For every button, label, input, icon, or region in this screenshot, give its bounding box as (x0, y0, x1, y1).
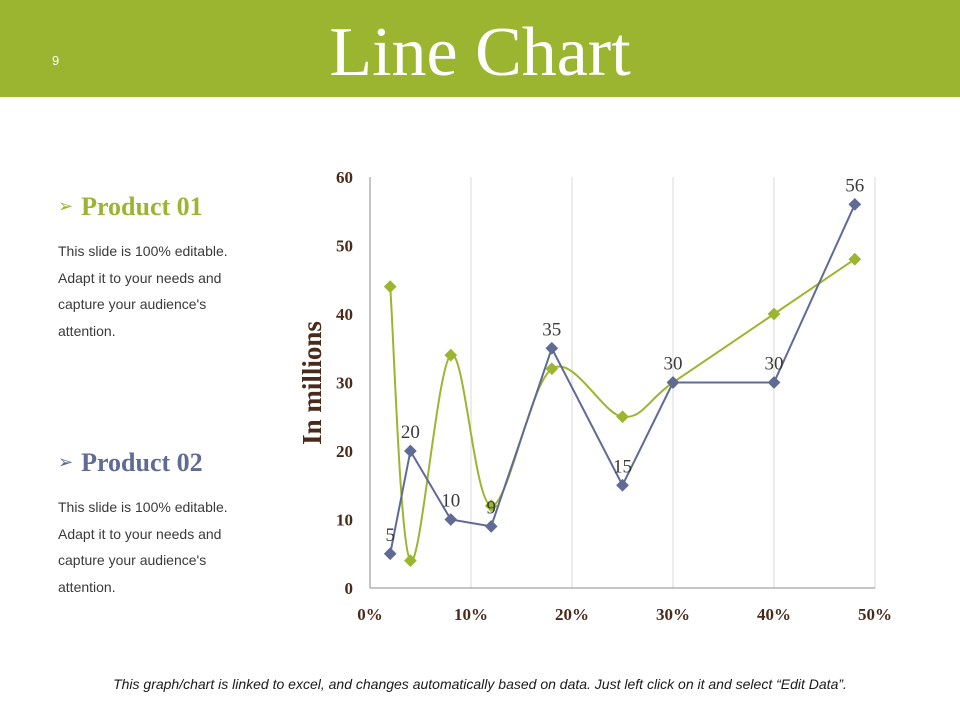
data-point-marker (616, 410, 629, 424)
y-tick-labels: 0 10 20 30 40 50 60 (336, 168, 353, 598)
data-label: 15 (613, 456, 632, 477)
data-label: 5 (385, 525, 395, 546)
data-label: 30 (664, 354, 683, 375)
data-label: 9 (486, 497, 496, 518)
y-tick-label: 0 (345, 579, 354, 598)
y-tick-label: 20 (336, 442, 353, 461)
y-tick-label: 10 (336, 511, 353, 530)
data-label: 10 (441, 491, 460, 512)
y-tick-label: 60 (336, 168, 353, 187)
product-02-description: This slide is 100% editable. Adapt it to… (58, 499, 228, 595)
data-point-marker (767, 307, 781, 321)
data-point-marker (848, 198, 862, 211)
data-point-marker (444, 348, 458, 362)
data-point-marker (383, 280, 397, 293)
product-01-heading: ➢ Product 01 (58, 192, 203, 222)
series-line-1 (389, 258, 856, 562)
x-tick-labels: 0% 10% 20% 30% 40% 50% (357, 605, 892, 624)
x-tick-label: 30% (656, 605, 690, 624)
x-tick-label: 40% (757, 605, 791, 624)
y-tick-label: 40 (336, 305, 353, 324)
title-banner: 9 Line Chart (0, 0, 960, 97)
chart-series: 5 20 10 9 35 15 30 30 56 (383, 175, 864, 567)
x-tick-label: 0% (357, 605, 383, 624)
product-01-name: Product 01 (81, 192, 203, 221)
data-label: 35 (542, 319, 561, 340)
data-point-marker (767, 376, 781, 389)
y-tick-label: 30 (336, 374, 353, 393)
x-tick-label: 20% (555, 605, 589, 624)
arrow-bullet-icon: ➢ (58, 196, 74, 217)
y-tick-label: 50 (336, 237, 353, 256)
x-tick-label: 10% (454, 605, 488, 624)
product-02-name: Product 02 (81, 448, 203, 477)
footer-note: This graph/chart is linked to excel, and… (113, 676, 847, 692)
x-tick-label: 50% (858, 605, 892, 624)
data-label: 30 (765, 354, 784, 375)
product-01-description: This slide is 100% editable. Adapt it to… (58, 243, 228, 339)
data-point-marker (383, 547, 397, 561)
page-number: 9 (52, 53, 60, 68)
data-point-marker (616, 478, 629, 492)
data-label: 20 (401, 422, 420, 443)
data-point-marker (404, 444, 417, 458)
data-point-marker (444, 513, 458, 526)
data-point-marker (484, 519, 498, 533)
product-02-heading: ➢ Product 02 (58, 448, 203, 478)
data-point-marker (545, 341, 559, 355)
y-axis-label: In millions (297, 321, 327, 445)
data-point-marker (848, 252, 862, 266)
arrow-bullet-icon: ➢ (58, 452, 74, 473)
slide-title: Line Chart (329, 14, 631, 91)
data-label: 56 (845, 175, 864, 196)
data-point-marker (484, 499, 498, 513)
